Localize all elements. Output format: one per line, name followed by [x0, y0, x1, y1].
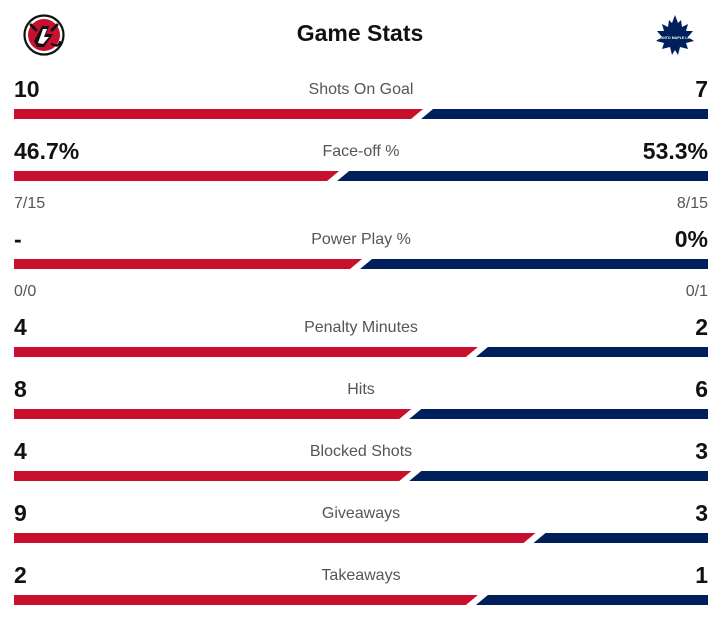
away-stat-detail: 8/15	[676, 195, 708, 212]
home-stat-detail: 7/15	[14, 195, 46, 212]
home-share-bar	[14, 347, 478, 357]
home-share-bar	[14, 595, 478, 605]
leafs-logo-text: TORONTO MAPLE LEAFS	[653, 36, 698, 40]
stat-comparison-bar	[14, 409, 708, 419]
home-stat-value: 46.7%	[14, 138, 80, 164]
home-stat-value: 10	[14, 76, 40, 102]
away-share-bar	[409, 471, 708, 481]
stat-comparison-bar	[14, 347, 708, 357]
away-share-bar	[409, 409, 708, 419]
toronto-maple-leafs-logo-icon: TORONTO MAPLE LEAFS	[652, 13, 698, 59]
home-stat-value: -	[14, 226, 22, 252]
home-stat-value: 8	[14, 376, 27, 402]
page-title: Game Stats	[296, 20, 424, 46]
away-stat-value: 7	[695, 76, 708, 102]
away-stat-value: 53.3%	[642, 138, 708, 164]
away-stat-value: 2	[695, 314, 708, 340]
stat-comparison-bar	[14, 533, 708, 543]
home-share-bar	[14, 259, 362, 269]
stat-label: Giveaways	[321, 505, 401, 522]
home-stat-detail: 0/0	[14, 283, 37, 300]
home-share-bar	[14, 171, 340, 181]
home-share-bar	[14, 471, 412, 481]
away-share-bar	[360, 259, 708, 269]
away-stat-value: 0%	[674, 226, 708, 252]
stat-label: Penalty Minutes	[304, 319, 418, 336]
stat-comparison-bar	[14, 171, 708, 181]
stat-label: Takeaways	[321, 567, 401, 584]
away-share-bar	[533, 533, 708, 543]
home-stat-value: 2	[14, 562, 27, 588]
stat-comparison-bar	[14, 471, 708, 481]
home-stat-value: 4	[14, 314, 27, 340]
away-stat-value: 3	[695, 438, 708, 464]
game-stats-header: Game Stats TORONTO MAPLE LEAFS	[0, 0, 720, 72]
stat-comparison-bar	[14, 259, 708, 269]
away-share-bar	[421, 109, 708, 119]
stat-label: Hits	[347, 381, 375, 398]
stat-label: Face-off %	[322, 143, 400, 160]
away-stat-value: 3	[695, 500, 708, 526]
away-stat-value: 1	[695, 562, 708, 588]
home-stat-value: 9	[14, 500, 27, 526]
away-share-bar	[475, 347, 708, 357]
stat-label: Blocked Shots	[309, 443, 413, 460]
home-share-bar	[14, 409, 412, 419]
away-stat-value: 6	[695, 376, 708, 402]
stat-comparison-bar	[14, 595, 708, 605]
away-share-bar	[337, 171, 708, 181]
new-jersey-devils-logo-icon	[22, 14, 66, 56]
stat-comparison-bar	[14, 109, 708, 119]
home-share-bar	[14, 533, 536, 543]
stat-label: Power Play %	[311, 231, 411, 248]
home-share-bar	[14, 109, 424, 119]
away-stat-detail: 0/1	[685, 283, 708, 300]
away-share-bar	[475, 595, 708, 605]
home-stat-value: 4	[14, 438, 27, 464]
stat-label: Shots On Goal	[308, 81, 414, 98]
